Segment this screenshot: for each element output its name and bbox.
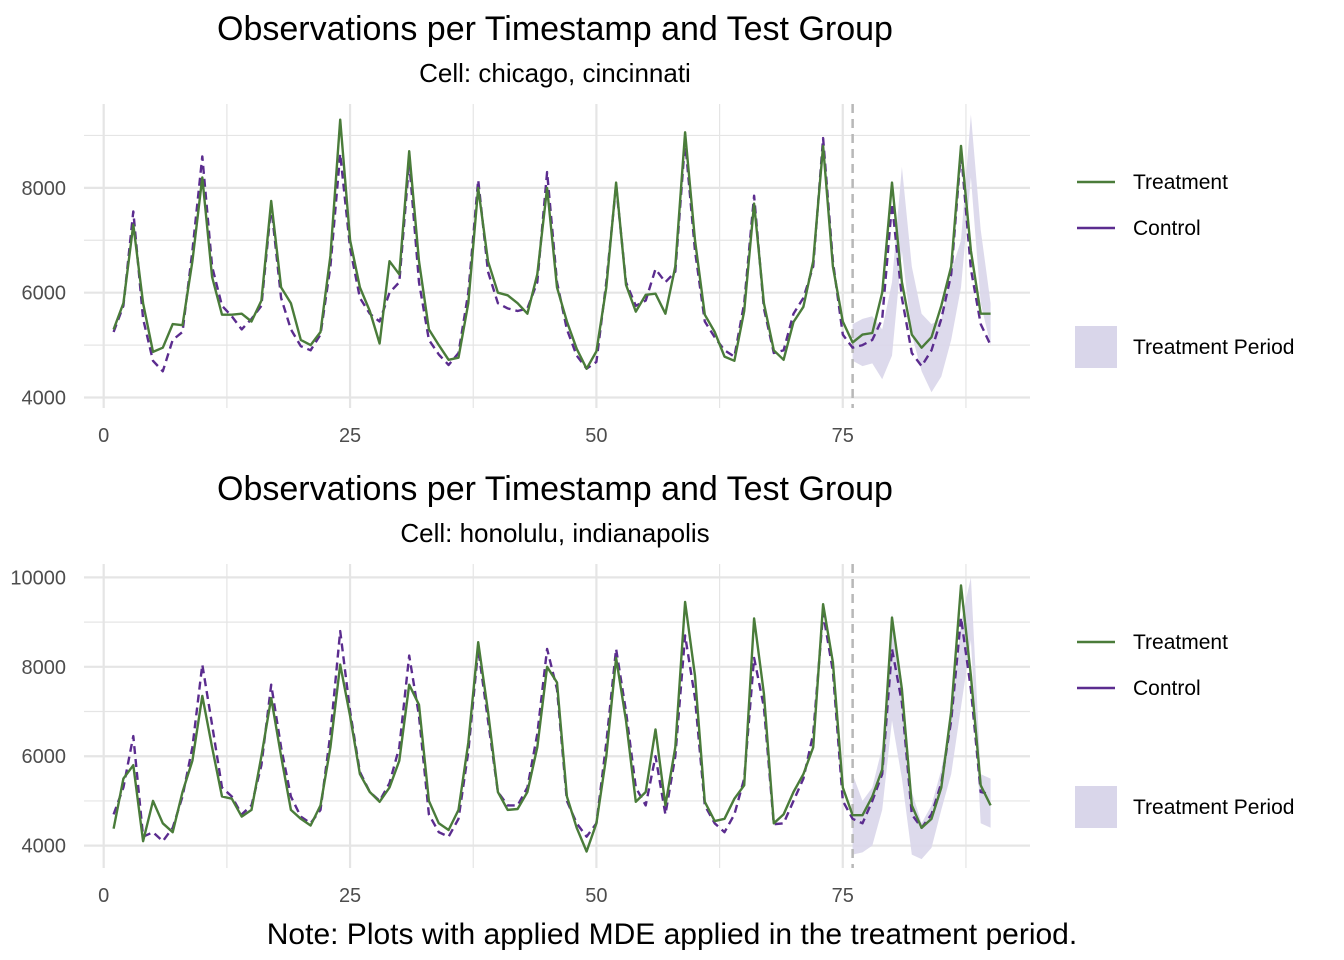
footnote: Note: Plots with applied MDE applied in … bbox=[266, 918, 1078, 951]
chart-panel-bottom: Observations per Timestamp and Test Grou… bbox=[0, 460, 1344, 920]
x-tick-label: 0 bbox=[98, 885, 109, 907]
x-tick-label: 50 bbox=[585, 425, 607, 447]
chart-panel-top: Observations per Timestamp and Test Grou… bbox=[0, 0, 1344, 460]
x-tick-label: 75 bbox=[832, 885, 854, 907]
y-tick-label: 4000 bbox=[22, 388, 67, 410]
legend-label: Treatment Period bbox=[1133, 796, 1294, 819]
legend-label: Control bbox=[1133, 677, 1201, 700]
chart-title: Observations per Timestamp and Test Grou… bbox=[217, 470, 893, 508]
y-tick-label: 8000 bbox=[22, 657, 67, 679]
legend-key-treatment-period bbox=[1075, 786, 1117, 828]
legend-label: Treatment bbox=[1133, 171, 1228, 194]
y-tick-label: 6000 bbox=[22, 746, 67, 768]
legend-label: Treatment Period bbox=[1133, 336, 1294, 359]
gridlines bbox=[84, 104, 1030, 408]
y-tick-label: 6000 bbox=[22, 283, 67, 305]
legend-label: Treatment bbox=[1133, 631, 1228, 654]
y-tick-label: 10000 bbox=[10, 567, 66, 589]
chart-title: Observations per Timestamp and Test Grou… bbox=[217, 10, 893, 48]
series-treatment-line bbox=[112, 118, 991, 370]
legend-key-treatment-period bbox=[1075, 326, 1117, 368]
x-tick-label: 25 bbox=[339, 885, 361, 907]
legend: Treatment Control Treatment Period bbox=[1075, 631, 1294, 828]
series-control-line bbox=[112, 136, 992, 373]
x-tick-label: 75 bbox=[832, 425, 854, 447]
series-treatment-line bbox=[112, 584, 992, 853]
legend: Treatment Control Treatment Period bbox=[1075, 171, 1294, 368]
legend-label: Control bbox=[1133, 217, 1201, 240]
x-tick-label: 50 bbox=[585, 885, 607, 907]
y-tick-label: 4000 bbox=[22, 836, 67, 858]
chart-subtitle: Cell: chicago, cincinnati bbox=[419, 58, 691, 88]
chart-plot: 4000 6000 8000 10000 0 25 50 75 Treatment Control… bbox=[10, 564, 1294, 907]
treatment-period-band bbox=[852, 577, 991, 860]
treatment-period-band bbox=[852, 114, 991, 393]
series-control-line bbox=[112, 611, 991, 843]
chart-subtitle: Cell: honolulu, indianapolis bbox=[400, 518, 710, 548]
y-tick-label: 8000 bbox=[22, 178, 67, 200]
x-tick-label: 25 bbox=[339, 425, 361, 447]
x-tick-label: 0 bbox=[98, 425, 109, 447]
